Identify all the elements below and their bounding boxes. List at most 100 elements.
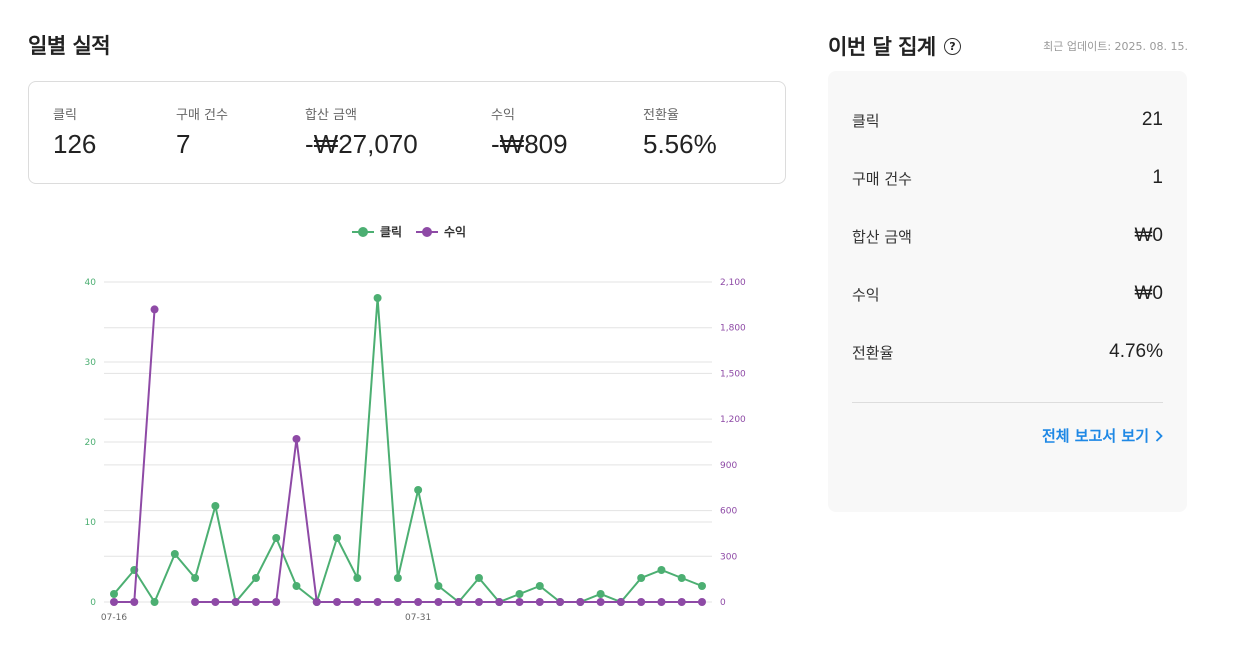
data-point-revenue[interactable] [393,598,402,606]
month-row-label: 클릭 [852,111,880,130]
data-point-revenue[interactable] [373,598,382,606]
legend-marker [358,227,368,237]
month-row-label: 구매 건수 [852,169,912,188]
y-left-tick-label: 40 [85,278,97,288]
data-point-clicks[interactable] [434,582,443,590]
daily-performance-title: 일별 실적 [28,34,111,58]
data-point-clicks[interactable] [393,574,402,582]
data-point-revenue[interactable] [616,598,625,606]
chart-grid [104,281,712,603]
series-line-revenue [114,309,156,603]
y-left-tick-label: 10 [85,518,97,528]
data-point-revenue[interactable] [251,598,260,606]
stat-total-amount: 합산 금액 -₩27,070 [305,104,418,160]
stat-label: 전환율 [643,108,679,123]
data-point-revenue[interactable] [454,598,463,606]
data-point-clicks[interactable] [657,566,666,574]
month-row-label: 합산 금액 [852,227,912,246]
data-point-clicks[interactable] [150,598,159,606]
data-point-revenue[interactable] [130,598,139,606]
data-point-revenue[interactable] [231,598,240,606]
chart-legend[interactable]: 클릭 수익 [352,225,466,239]
stat-value: 5.56% [643,129,717,159]
stat-conversion-rate: 전환율 5.56% [643,104,717,160]
data-point-revenue[interactable] [474,598,483,606]
full-report-link[interactable]: 전체 보고서 보기 [1042,425,1163,446]
month-row-total-amount: 합산 금액 ₩0 [852,225,1163,247]
stat-value: -₩27,070 [305,129,418,159]
legend-item-revenue[interactable]: 수익 [416,225,466,239]
data-point-clicks[interactable] [414,486,423,494]
data-point-clicks[interactable] [373,294,382,302]
data-point-revenue[interactable] [292,434,301,443]
month-row-label: 전환율 [852,343,894,362]
monthly-summary-card: 클릭 21 구매 건수 1 합산 금액 ₩0 수익 ₩0 전환율 4.76% 전… [828,71,1187,512]
y-axis-right: 0 300 600 900 1,200 1,500 1,800 2,100 [720,278,746,608]
data-point-revenue[interactable] [333,598,342,606]
stat-value: 7 [176,129,191,159]
month-row-revenue: 수익 ₩0 [852,283,1163,305]
data-point-clicks[interactable] [333,534,342,542]
y-right-tick-label: 0 [720,598,726,608]
y-right-tick-label: 2,100 [720,278,746,288]
legend-marker [422,227,432,237]
data-point-revenue[interactable] [353,598,362,606]
stat-label: 수익 [491,108,515,123]
data-point-clicks[interactable] [272,534,281,542]
data-point-clicks[interactable] [698,582,706,590]
data-point-clicks[interactable] [637,574,646,582]
data-point-revenue[interactable] [434,598,443,606]
stat-label: 합산 금액 [305,108,357,123]
month-row-value: 21 [1141,109,1163,130]
monthly-summary-title-text: 이번 달 집계 [828,35,936,59]
data-point-clicks[interactable] [677,574,686,582]
data-point-clicks[interactable] [170,550,179,558]
month-row-value: 4.76% [1109,341,1163,362]
month-row-purchases: 구매 건수 1 [852,167,1163,189]
y-right-tick-label: 900 [720,461,737,471]
data-point-revenue[interactable] [211,598,220,606]
data-point-clicks[interactable] [353,574,362,582]
data-point-clicks[interactable] [191,574,200,582]
data-point-clicks[interactable] [515,590,524,598]
series-line-revenue [195,438,702,603]
data-point-revenue[interactable] [698,598,706,606]
chart-series [110,294,706,606]
data-point-revenue[interactable] [495,598,504,606]
data-point-clicks[interactable] [211,502,220,510]
legend-item-clicks[interactable]: 클릭 [352,225,402,239]
data-point-revenue[interactable] [150,305,159,314]
data-point-clicks[interactable] [110,590,118,598]
y-axis-left: 0 10 20 30 40 [85,278,97,608]
data-point-revenue[interactable] [515,598,524,606]
data-point-revenue[interactable] [677,598,686,606]
month-divider [852,402,1163,403]
data-point-clicks[interactable] [535,582,544,590]
data-point-revenue[interactable] [657,598,666,606]
data-point-clicks[interactable] [251,574,260,582]
question-circle-icon[interactable]: ? [943,37,961,55]
month-row-conversion-rate: 전환율 4.76% [852,341,1163,363]
month-row-label: 수익 [852,285,880,304]
x-axis: 07-16 07-31 [101,613,431,623]
month-row-clicks: 클릭 21 [852,109,1163,131]
stat-value: 126 [53,129,97,159]
data-point-revenue[interactable] [191,598,200,606]
data-point-revenue[interactable] [312,598,321,606]
data-point-revenue[interactable] [535,598,544,606]
data-point-clicks[interactable] [292,582,301,590]
data-point-clicks[interactable] [596,590,605,598]
data-point-revenue[interactable] [414,598,423,606]
data-point-revenue[interactable] [637,598,646,606]
x-tick-label: 07-31 [405,613,431,623]
y-left-tick-label: 30 [85,358,97,368]
data-point-revenue[interactable] [556,598,565,606]
legend-label: 클릭 [380,225,402,239]
last-updated: 최근 업데이트: 2025. 08. 15. [1043,40,1188,53]
data-point-revenue[interactable] [272,598,281,606]
data-point-revenue[interactable] [110,598,118,606]
data-point-clicks[interactable] [474,574,483,582]
month-row-value: 1 [1152,167,1163,188]
data-point-revenue[interactable] [596,598,605,606]
data-point-revenue[interactable] [576,598,585,606]
